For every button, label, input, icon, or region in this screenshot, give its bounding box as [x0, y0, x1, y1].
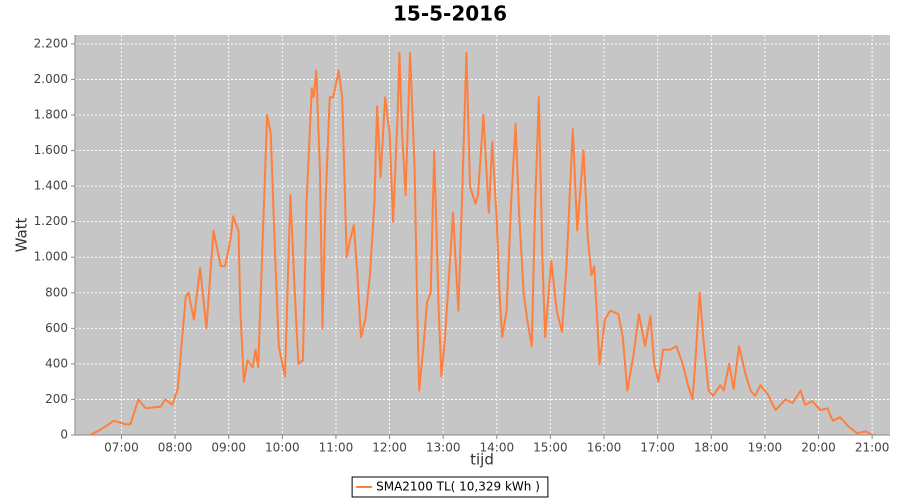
y-tick-label: 1.400: [34, 179, 68, 193]
legend-text: SMA2100 TL( 10,329 kWh ): [376, 480, 540, 494]
y-tick-label: 200: [45, 392, 68, 406]
x-axis-label: tijd: [470, 451, 494, 469]
x-tick-label: 15:00: [533, 441, 568, 455]
x-tick-label: 14:00: [480, 441, 515, 455]
x-tick-label: 20:00: [801, 441, 836, 455]
x-tick-label: 13:00: [426, 441, 461, 455]
data-line: [89, 51, 873, 436]
x-tick-label: 10:00: [265, 441, 300, 455]
x-tick-label: 08:00: [158, 441, 193, 455]
x-tick-label: 21:00: [855, 441, 890, 455]
legend-box: [351, 476, 549, 498]
x-tick-label: 16:00: [587, 441, 622, 455]
y-tick-label: 0: [60, 428, 68, 442]
x-tick-label: 17:00: [640, 441, 675, 455]
y-tick-label: 600: [45, 321, 68, 335]
y-tick-label: 400: [45, 356, 68, 370]
x-tick-label: 12:00: [372, 441, 407, 455]
y-tick-label: 2.200: [34, 36, 68, 50]
y-tick-label: 1.800: [34, 108, 68, 122]
y-tick-label: 1.000: [34, 250, 68, 264]
x-tick-label: 11:00: [319, 441, 354, 455]
y-tick-label: 1.200: [34, 214, 68, 228]
x-tick-label: 19:00: [748, 441, 783, 455]
y-tick-label: 1.600: [34, 143, 68, 157]
x-tick-label: 18:00: [694, 441, 729, 455]
chart-title: 15-5-2016: [393, 2, 507, 26]
x-tick-label: 09:00: [211, 441, 246, 455]
x-tick-label: 07:00: [104, 441, 139, 455]
y-tick-label: 800: [45, 285, 68, 299]
y-tick-label: 2.000: [34, 72, 68, 86]
y-axis-label: Watt: [13, 217, 31, 252]
plot-area: [75, 35, 890, 435]
legend: SMA2100 TL( 10,329 kWh ): [351, 476, 549, 498]
